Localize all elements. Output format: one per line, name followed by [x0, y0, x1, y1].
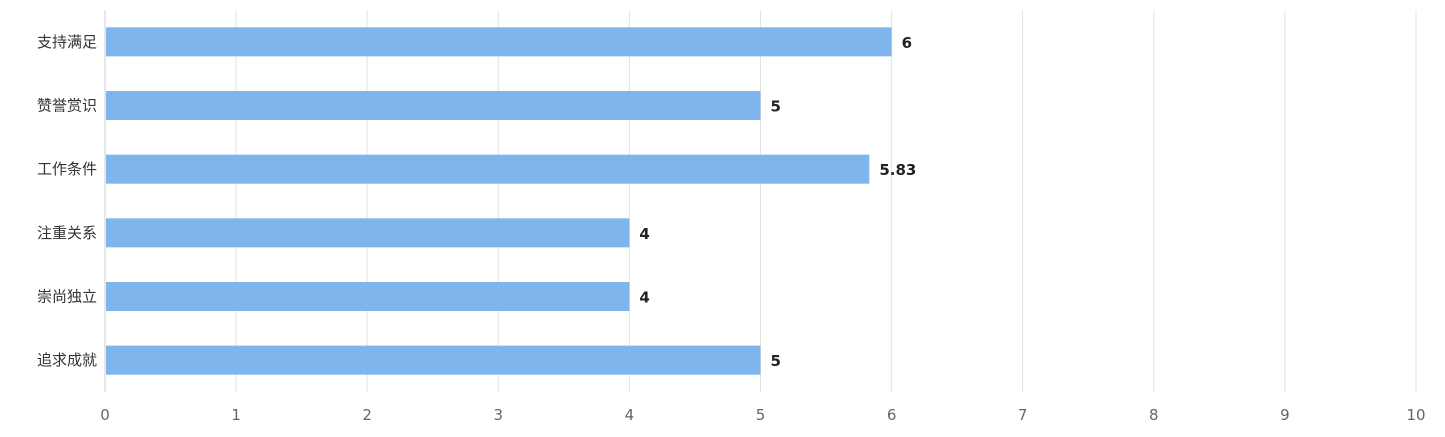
x-tick-label: 2: [362, 406, 372, 424]
x-tick-label: 8: [1149, 406, 1159, 424]
x-tick-label: 3: [494, 406, 504, 424]
data-label: 6: [902, 34, 912, 52]
x-tick-label: 9: [1280, 406, 1290, 424]
category-label: 支持满足: [37, 33, 97, 51]
bar: [106, 91, 761, 120]
x-tick-label: 4: [625, 406, 635, 424]
data-label: 5.83: [879, 161, 916, 179]
x-tick-label: 6: [887, 406, 897, 424]
x-tick-label: 10: [1406, 406, 1425, 424]
bars: [106, 27, 892, 375]
bar: [106, 27, 892, 57]
category-label: 工作条件: [37, 160, 97, 178]
x-tick-label: 0: [100, 406, 110, 424]
data-label: 4: [639, 289, 649, 307]
x-tick-labels: 0 1 2 3 4 5 6 7 8 9 10: [100, 406, 1425, 424]
grid-lines: [235, 10, 1417, 392]
category-label: 崇尚独立: [37, 288, 97, 306]
data-label: 5: [771, 352, 781, 370]
category-label: 注重关系: [37, 224, 97, 242]
data-labels: 6 5 5.83 4 4 5: [639, 34, 916, 370]
bar: [106, 345, 761, 375]
data-label: 4: [639, 225, 649, 243]
bar: [106, 282, 630, 311]
x-tick-label: 7: [1018, 406, 1028, 424]
category-label: 追求成就: [37, 351, 97, 369]
x-tick-label: 5: [756, 406, 766, 424]
bar: [106, 154, 870, 184]
data-label: 5: [771, 98, 781, 116]
category-label: 赞誉赏识: [37, 97, 97, 115]
bar: [106, 218, 630, 248]
x-tick-label: 1: [231, 406, 241, 424]
